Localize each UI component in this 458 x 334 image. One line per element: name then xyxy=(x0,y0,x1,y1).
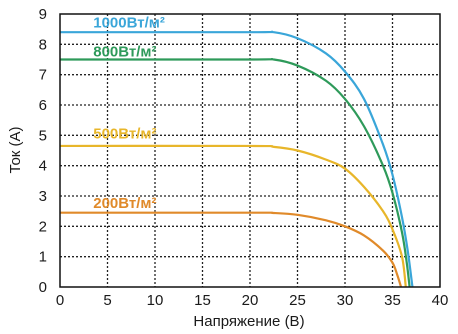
x-tick-label-30: 30 xyxy=(337,292,354,309)
y-tick-label-2: 2 xyxy=(39,218,47,235)
series-line-3 xyxy=(59,211,403,288)
axis-layer: 0 5 10 15 20 25 30 35 40 0 1 2 3 4 5 6 7 8 9 xyxy=(39,6,449,309)
label-layer: 1000Вт/м² 800Вт/м² 500Вт/м² 200Вт/м² xyxy=(93,15,165,212)
y-tick-label-9: 9 xyxy=(39,6,47,23)
y-tick-label-8: 8 xyxy=(39,36,47,53)
x-tick-label-25: 25 xyxy=(289,292,306,309)
x-tick-label-5: 5 xyxy=(103,292,111,309)
series-line-0 xyxy=(60,30,414,288)
series-line-1 xyxy=(59,57,411,288)
y-tick-label-7: 7 xyxy=(39,67,47,84)
x-tick-label-15: 15 xyxy=(194,292,211,309)
series-label-3: 200Вт/м² xyxy=(93,195,156,212)
x-tick-label-40: 40 xyxy=(432,292,449,309)
x-tick-label-10: 10 xyxy=(147,292,164,309)
x-axis-title: Напряжение (В) xyxy=(193,313,304,329)
series-line-2 xyxy=(59,144,407,288)
series-layer xyxy=(59,30,414,288)
y-tick-label-0: 0 xyxy=(39,279,47,296)
x-tick-label-20: 20 xyxy=(242,292,259,309)
series-label-1: 800Вт/м² xyxy=(93,43,156,60)
y-tick-label-3: 3 xyxy=(39,188,47,205)
series-label-0: 1000Вт/м² xyxy=(93,15,165,32)
y-tick-label-6: 6 xyxy=(39,97,47,114)
x-tick-label-35: 35 xyxy=(384,292,401,309)
y-tick-label-5: 5 xyxy=(39,127,47,144)
plot-frame xyxy=(59,13,441,288)
y-tick-label-1: 1 xyxy=(39,249,47,266)
y-axis-title: Ток (А) xyxy=(7,126,24,173)
y-tick-label-4: 4 xyxy=(39,158,47,175)
x-tick-label-0: 0 xyxy=(56,292,64,309)
series-label-2: 500Вт/м² xyxy=(93,125,156,142)
